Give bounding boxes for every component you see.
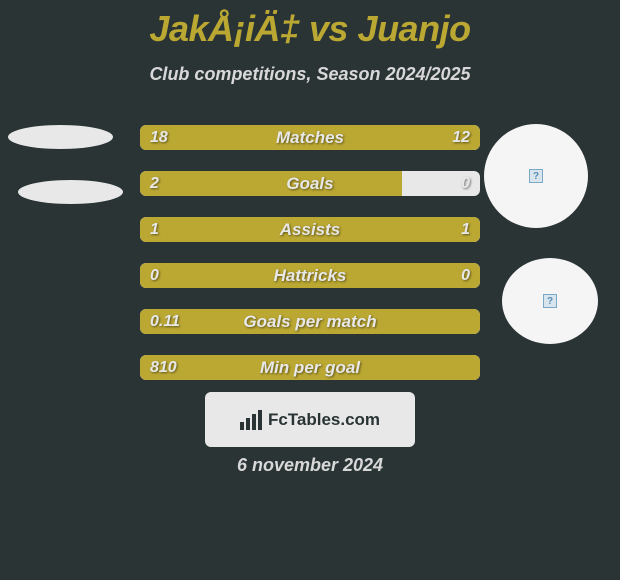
stat-label: Goals per match bbox=[243, 312, 376, 332]
stat-row-matches: 18 Matches 12 bbox=[140, 125, 480, 150]
player-right-avatar-1: ? bbox=[484, 124, 588, 228]
player-left-shape-2 bbox=[18, 180, 123, 204]
stat-value-left: 810 bbox=[150, 359, 177, 377]
stat-value-right: 12 bbox=[452, 129, 470, 147]
stat-label: Matches bbox=[276, 128, 344, 148]
stat-value-left: 0.11 bbox=[150, 313, 180, 331]
placeholder-icon: ? bbox=[543, 294, 557, 308]
stat-label: Assists bbox=[280, 220, 340, 240]
stat-label: Min per goal bbox=[260, 358, 360, 378]
stat-label: Goals bbox=[286, 174, 333, 194]
stat-value-left: 2 bbox=[150, 175, 159, 193]
placeholder-icon: ? bbox=[529, 169, 543, 183]
page-subtitle: Club competitions, Season 2024/2025 bbox=[0, 64, 620, 85]
player-right-avatar-2: ? bbox=[502, 258, 598, 344]
stats-container: 18 Matches 12 2 Goals 0 1 Assists 1 0 Ha… bbox=[140, 125, 480, 401]
stat-row-gpm: 0.11 Goals per match bbox=[140, 309, 480, 334]
stat-value-right: 1 bbox=[461, 221, 470, 239]
stat-value-right: 0 bbox=[461, 267, 470, 285]
stat-row-mpg: 810 Min per goal bbox=[140, 355, 480, 380]
logo-icon bbox=[240, 410, 262, 430]
brand-text: FcTables.com bbox=[268, 410, 380, 430]
stat-fill-left bbox=[140, 171, 402, 196]
stat-row-assists: 1 Assists 1 bbox=[140, 217, 480, 242]
stat-row-goals: 2 Goals 0 bbox=[140, 171, 480, 196]
stat-value-left: 18 bbox=[150, 129, 168, 147]
brand-badge[interactable]: FcTables.com bbox=[205, 392, 415, 447]
stat-value-left: 0 bbox=[150, 267, 159, 285]
stat-value-right: 0 bbox=[461, 175, 470, 193]
footer-date: 6 november 2024 bbox=[237, 455, 383, 476]
player-left-shape-1 bbox=[8, 125, 113, 149]
page-title: JakÅ¡iÄ‡ vs Juanjo bbox=[0, 0, 620, 50]
stat-value-left: 1 bbox=[150, 221, 159, 239]
stat-label: Hattricks bbox=[274, 266, 347, 286]
stat-row-hattricks: 0 Hattricks 0 bbox=[140, 263, 480, 288]
